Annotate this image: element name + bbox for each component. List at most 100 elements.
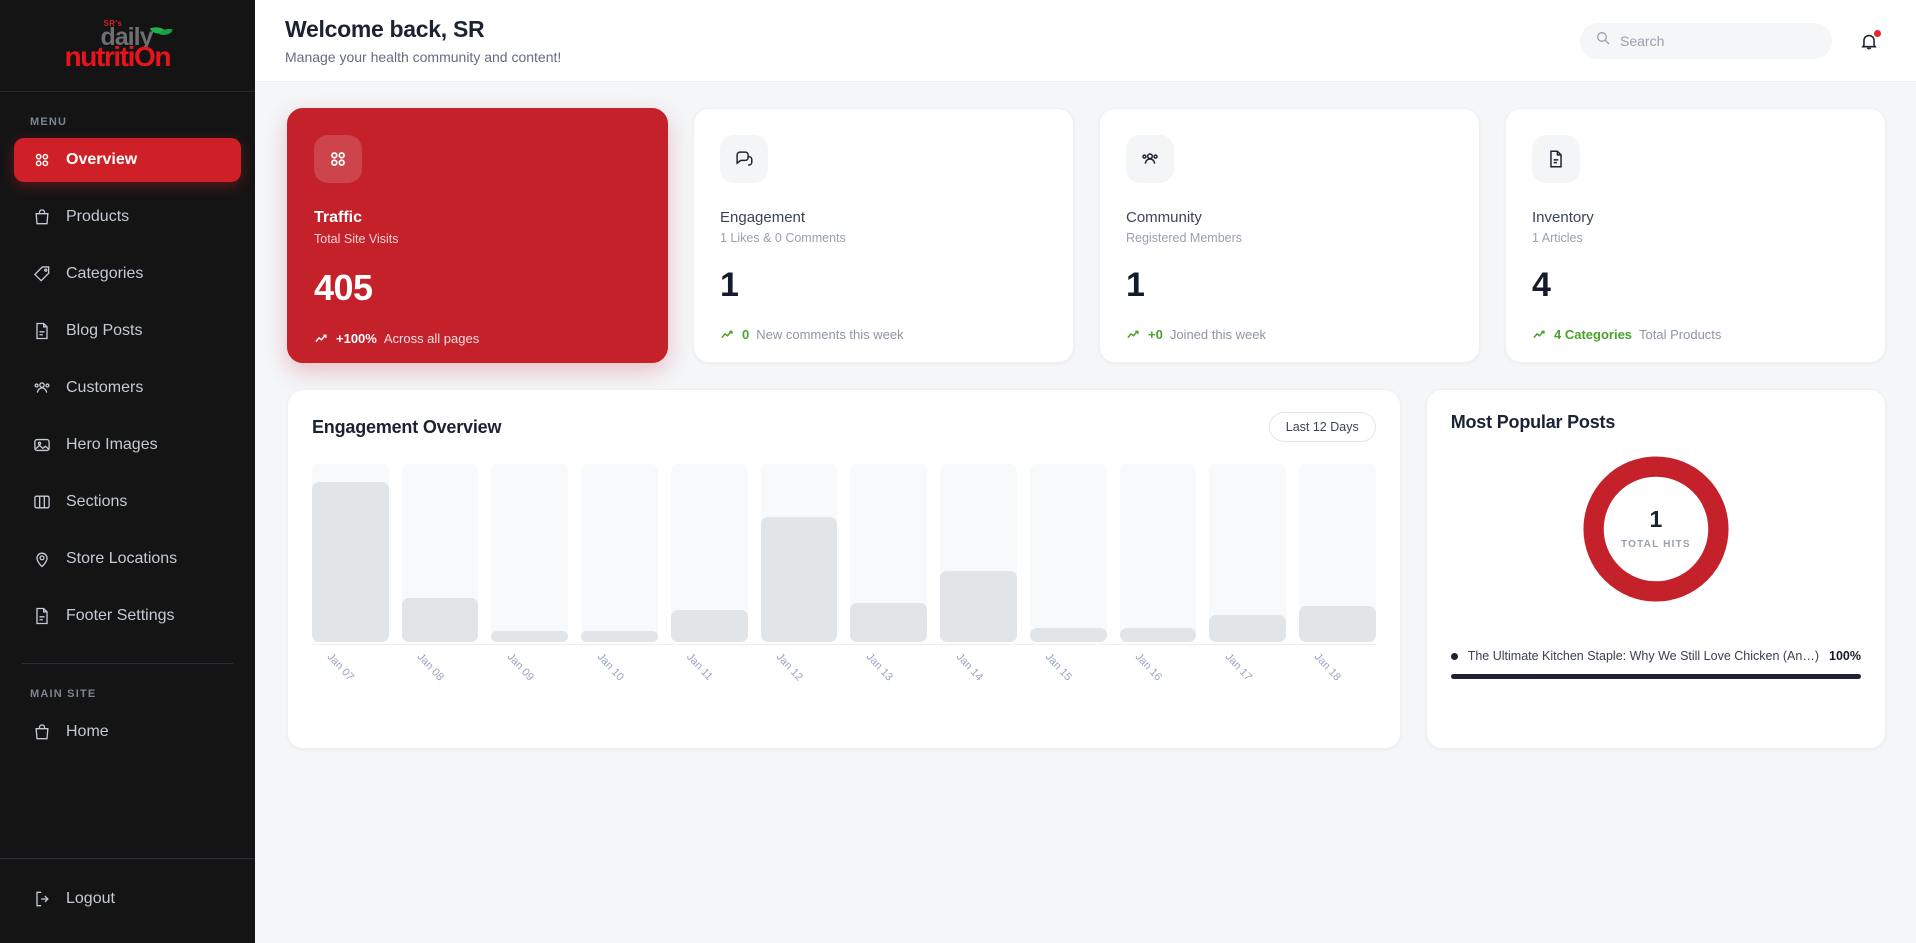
content-area: Traffic Total Site Visits 405 +100% Acro… — [255, 82, 1916, 943]
sidebar-item-customers[interactable]: Customers — [14, 366, 241, 410]
document-icon — [32, 606, 52, 626]
axis-tick-label: Jan 10 — [594, 651, 626, 684]
bell-icon — [1858, 34, 1880, 56]
axis-tick: Jan 15 — [1030, 645, 1107, 703]
stat-delta-text: New comments this week — [756, 327, 904, 342]
axis-tick: Jan 12 — [761, 645, 838, 703]
axis-tick: Jan 10 — [581, 645, 658, 703]
page-title: Welcome back, SR — [285, 16, 485, 42]
logout-button[interactable]: Logout — [14, 877, 241, 921]
search-icon — [1595, 30, 1611, 51]
bullet-dot-icon — [1450, 652, 1458, 660]
sidebar-divider — [22, 663, 233, 664]
axis-tick: Jan 11 — [671, 645, 748, 703]
axis-tick-label: Jan 16 — [1132, 651, 1164, 684]
stat-card-engagement[interactable]: Engagement 1 Likes & 0 Comments 1 0 New … — [693, 108, 1074, 363]
sidebar-item-label: Footer Settings — [66, 607, 175, 624]
donut-value: 1 — [1649, 506, 1663, 532]
bar-fill — [581, 631, 658, 642]
sidebar-section-main-site-label: MAIN SITE — [30, 688, 97, 700]
stat-subtitle: 1 Articles — [1532, 231, 1583, 245]
sidebar-item-label: Hero Images — [66, 436, 158, 453]
sidebar-item-label: Sections — [66, 493, 128, 510]
sidebar-item-home[interactable]: Home — [14, 710, 241, 754]
logout-icon — [32, 889, 52, 909]
tag-icon — [32, 264, 52, 284]
stat-title: Traffic — [314, 209, 363, 226]
trend-up-icon — [314, 331, 329, 346]
bar-column[interactable] — [491, 464, 569, 642]
document-icon — [1532, 135, 1580, 183]
sidebar-item-sections[interactable]: Sections — [14, 480, 241, 524]
stat-subtitle: Total Site Visits — [314, 232, 399, 246]
sidebar-item-footer-settings[interactable]: Footer Settings — [14, 594, 241, 638]
map-pin-icon — [32, 549, 52, 569]
sidebar-item-hero-images[interactable]: Hero Images — [14, 423, 241, 467]
bar-column[interactable] — [670, 464, 748, 642]
sidebar-item-label: Store Locations — [66, 550, 178, 567]
bar-column[interactable] — [401, 464, 479, 642]
bar-column[interactable] — [581, 464, 658, 642]
bar-column[interactable] — [1209, 464, 1287, 642]
stat-value: 1 — [1126, 266, 1145, 304]
bar-fill — [491, 631, 569, 642]
sidebar: SR's daily nutritiOn MENU Overview — [0, 0, 255, 943]
grid-icon — [314, 135, 362, 183]
popular-post-item[interactable]: The Ultimate Kitchen Staple: Why We Stil… — [1450, 649, 1861, 679]
stat-delta: 0 — [742, 327, 750, 342]
stat-footer: 4 Categories Total Products — [1532, 327, 1859, 342]
sidebar-item-blog-posts[interactable]: Blog Posts — [14, 309, 241, 353]
logo-sr-text: SR's — [103, 18, 123, 28]
lower-row: Engagement Overview Last 12 Days Jan 07 J… — [287, 389, 1886, 749]
sidebar-item-store-locations[interactable]: Store Locations — [14, 537, 241, 581]
bar-fill — [1299, 606, 1376, 642]
bag-icon — [32, 207, 52, 227]
bar-fill — [760, 517, 838, 642]
stat-value: 1 — [720, 266, 739, 304]
bag-icon — [32, 722, 52, 742]
bar-column[interactable] — [760, 464, 838, 642]
bar-column[interactable] — [850, 464, 928, 642]
sidebar-item-label: Home — [66, 723, 109, 740]
sidebar-item-overview[interactable]: Overview — [14, 138, 241, 182]
bar-column[interactable] — [312, 464, 389, 642]
logo-nutrition-text: nutritiOn — [64, 40, 172, 72]
bar-column[interactable] — [940, 464, 1017, 642]
axis-tick-label: Jan 14 — [953, 651, 985, 684]
bar-fill — [1119, 627, 1197, 642]
engagement-bar-chart — [312, 464, 1376, 642]
stat-delta-text: Total Products — [1639, 327, 1722, 342]
stat-card-traffic[interactable]: Traffic Total Site Visits 405 +100% Acro… — [287, 108, 668, 363]
document-icon — [32, 321, 52, 341]
axis-tick: Jan 17 — [1209, 645, 1286, 703]
axis-tick-label: Jan 11 — [684, 651, 716, 683]
search-box[interactable] — [1580, 22, 1832, 59]
sidebar-nav: Overview Products Categories — [0, 138, 255, 651]
stat-title: Community — [1126, 209, 1202, 226]
bar-track — [1029, 464, 1107, 642]
bar-column[interactable] — [1119, 464, 1197, 642]
sidebar-item-categories[interactable]: Categories — [14, 252, 241, 296]
trend-up-icon — [720, 327, 735, 342]
axis-tick-label: Jan 17 — [1222, 651, 1254, 684]
main-area: Welcome back, SR Manage your health comm… — [255, 0, 1916, 943]
date-range-selector[interactable]: Last 12 Days — [1268, 412, 1376, 442]
bar-column[interactable] — [1029, 464, 1107, 642]
chart-axis-line — [312, 644, 1376, 645]
bar-column[interactable] — [1299, 464, 1376, 642]
popular-posts-title: Most Popular Posts — [1450, 412, 1616, 432]
search-input[interactable] — [1620, 32, 1817, 49]
stat-card-community[interactable]: Community Registered Members 1 +0 Joined… — [1099, 108, 1480, 363]
bar-fill — [1209, 615, 1287, 642]
engagement-overview-panel: Engagement Overview Last 12 Days Jan 07 J… — [287, 389, 1401, 749]
stat-title: Inventory — [1532, 209, 1594, 226]
axis-tick: Jan 13 — [850, 645, 927, 703]
notification-badge-dot — [1874, 29, 1881, 37]
sidebar-item-products[interactable]: Products — [14, 195, 241, 239]
stat-card-inventory[interactable]: Inventory 1 Articles 4 4 Categories Tota… — [1505, 108, 1886, 363]
bar-fill — [401, 597, 479, 642]
bar-fill — [1029, 627, 1107, 642]
axis-tick-label: Jan 07 — [325, 651, 357, 684]
notifications-button[interactable] — [1858, 29, 1881, 52]
brand-logo[interactable]: SR's daily nutritiOn — [0, 0, 255, 92]
